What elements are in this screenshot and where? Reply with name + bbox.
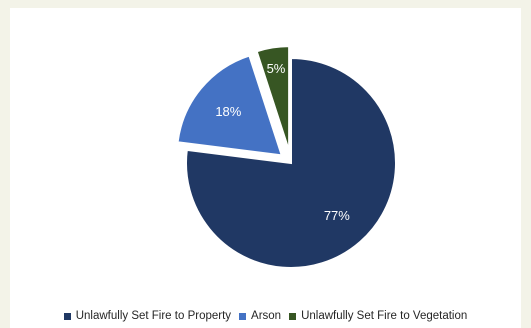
pie-slice-property bbox=[185, 56, 397, 269]
legend-item-property: Unlawfully Set Fire to Property bbox=[63, 310, 232, 322]
chart-frame: 77% 18% 5% Unlawfully Set Fire to Property… bbox=[10, 8, 521, 328]
data-label-vegetation: 5% bbox=[267, 61, 286, 76]
legend-label-property: Unlawfully Set Fire to Property bbox=[75, 310, 232, 322]
pie-slice-vegetation bbox=[255, 45, 291, 152]
pie-chart: 77% 18% 5% bbox=[176, 45, 397, 269]
legend: Unlawfully Set Fire to Property Arson Un… bbox=[10, 310, 521, 322]
legend-label-vegetation: Unlawfully Set Fire to Vegetation bbox=[301, 310, 468, 322]
legend-label-arson: Arson bbox=[251, 310, 282, 322]
data-label-property: 77% bbox=[324, 208, 350, 223]
legend-swatch-arson bbox=[239, 312, 247, 320]
legend-swatch-vegetation bbox=[289, 312, 297, 320]
data-label-arson: 18% bbox=[215, 104, 241, 119]
legend-item-arson: Arson bbox=[239, 310, 281, 322]
legend-swatch-property bbox=[63, 312, 71, 320]
pie-slice-arson bbox=[176, 54, 284, 157]
legend-item-vegetation: Unlawfully Set Fire to Vegetation bbox=[289, 310, 467, 322]
